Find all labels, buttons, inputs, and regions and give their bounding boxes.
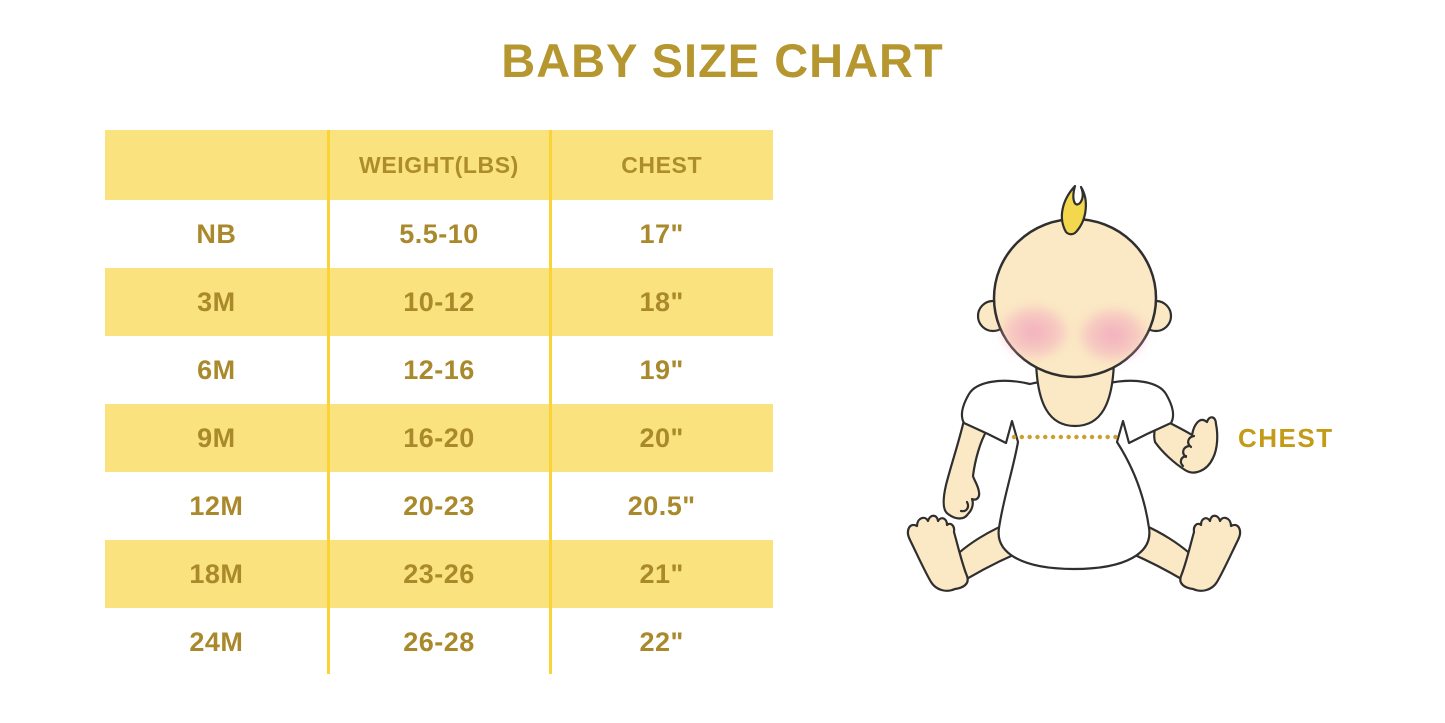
baby-figure-graphic (906, 184, 1242, 592)
chest-cell: 20.5" (627, 490, 696, 521)
size-cell: NB (196, 218, 237, 249)
size-cell: 24M (189, 626, 244, 657)
table-row-12m: 12M 20-23 20.5" (105, 472, 773, 540)
weight-cell: 16-20 (403, 422, 475, 453)
chest-cell: 22" (639, 626, 684, 657)
table-header-row: WEIGHT(LBS) CHEST (105, 130, 773, 200)
size-cell: 12M (189, 490, 244, 521)
table-row-18m: 18M 23-26 21" (105, 540, 773, 608)
table-row-6m: 6M 12-16 19" (105, 336, 773, 404)
weight-cell: 5.5-10 (399, 218, 479, 249)
weight-cell: 26-28 (403, 626, 475, 657)
size-table: WEIGHT(LBS) CHEST NB 5.5-10 17" 3M 10-12… (105, 130, 773, 676)
baby-right-foot (1179, 514, 1242, 592)
chest-cell: 19" (639, 354, 684, 385)
chest-cell: 20" (639, 422, 684, 453)
weight-cell: 10-12 (403, 286, 475, 317)
table-row-9m: 9M 16-20 20" (105, 404, 773, 472)
column-divider (327, 130, 330, 674)
baby-left-hand-finger-line (959, 500, 970, 513)
header-cell-weight: WEIGHT(LBS) (359, 151, 519, 178)
weight-cell: 20-23 (403, 490, 475, 521)
size-cell: 3M (197, 286, 236, 317)
weight-cell: 12-16 (403, 354, 475, 385)
baby-left-foot (906, 514, 969, 592)
header-cell-chest: CHEST (621, 151, 703, 178)
baby-right-cheek (1076, 306, 1150, 364)
baby-right-arm (1153, 416, 1219, 474)
baby-left-arm (942, 418, 989, 520)
size-cell: 18M (189, 558, 244, 589)
baby-hair-curl (1060, 184, 1087, 236)
baby-fist-knuckle-line (1179, 454, 1188, 468)
baby-illustration (860, 180, 1340, 610)
weight-cell: 23-26 (403, 558, 475, 589)
page-title: BABY SIZE CHART (501, 34, 944, 87)
chest-cell: 17" (639, 218, 684, 249)
size-cell: 9M (197, 422, 236, 453)
chest-measurement-label: CHEST (1238, 423, 1334, 453)
chest-cell: 21" (639, 558, 684, 589)
table-row-3m: 3M 10-12 18" (105, 268, 773, 336)
baby-shirt (960, 379, 1175, 571)
column-divider (549, 130, 552, 674)
chest-cell: 18" (639, 286, 684, 317)
table-row-24m: 24M 26-28 22" (105, 608, 773, 676)
size-cell: 6M (197, 354, 236, 385)
table-row-nb: NB 5.5-10 17" (105, 200, 773, 268)
baby-left-cheek (997, 303, 1071, 361)
baby-neck (1034, 358, 1116, 428)
